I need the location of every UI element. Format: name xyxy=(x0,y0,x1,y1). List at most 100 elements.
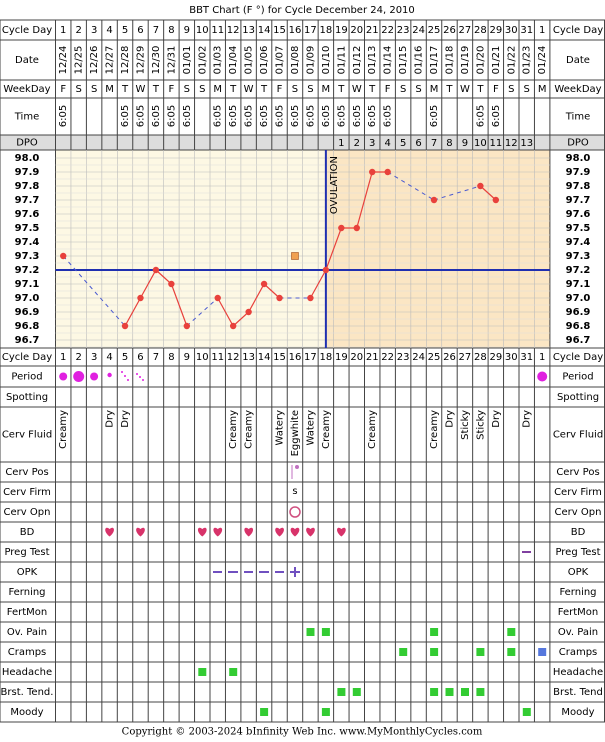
weekday: T xyxy=(152,84,160,95)
date: 01/16 xyxy=(414,46,425,75)
cerv-fluid: Dry xyxy=(444,410,455,428)
row-label: Time xyxy=(14,112,39,123)
row-label: Spotting xyxy=(6,392,48,403)
date: 12/29 xyxy=(135,46,146,75)
cycle-day: 2 xyxy=(75,352,81,363)
date: 01/05 xyxy=(244,46,255,75)
cycle-day: 23 xyxy=(397,352,410,363)
cycle-day: 30 xyxy=(505,352,518,363)
weekday: W xyxy=(244,84,254,95)
cycle-day: 23 xyxy=(397,25,410,36)
cycle-day: 31 xyxy=(520,25,533,36)
y-tick-label: 97.4 xyxy=(15,237,40,248)
date: 01/12 xyxy=(352,46,363,75)
row-label: DPO xyxy=(16,138,38,149)
cycle-day: 16 xyxy=(289,25,302,36)
temp-gap-line xyxy=(387,171,435,201)
row-label: Time xyxy=(565,112,590,123)
row-label: Cerv Firm xyxy=(554,487,602,498)
y-tick-label: 97.0 xyxy=(15,293,40,304)
temp-point xyxy=(322,266,330,274)
row-label: Cramps xyxy=(8,647,47,658)
date: 12/24 xyxy=(58,46,69,75)
dpo: 11 xyxy=(489,138,502,149)
time: 6:05 xyxy=(120,105,131,127)
temp-point xyxy=(260,280,268,288)
date: 01/03 xyxy=(213,46,224,75)
time: 6:05 xyxy=(213,105,224,127)
cerv-fluid: Sticky xyxy=(475,410,486,440)
y-tick-label: 97.0 xyxy=(566,293,591,304)
period-icon xyxy=(107,372,112,378)
row-label: Cycle Day xyxy=(2,352,52,363)
date: 01/02 xyxy=(197,46,208,75)
weekday: T xyxy=(476,84,484,95)
temp-gap-line xyxy=(433,185,481,201)
time: 6:05 xyxy=(275,105,286,127)
y-tick-label: 98.0 xyxy=(566,153,591,164)
cycle-day: 25 xyxy=(428,352,441,363)
cycle-day: 18 xyxy=(320,352,333,363)
y-tick-label: 96.7 xyxy=(566,335,591,346)
y-tick-label: 97.8 xyxy=(15,181,40,192)
cycle-day: 8 xyxy=(168,25,174,36)
date: 12/28 xyxy=(120,46,131,75)
cerv-fluid: Creamy xyxy=(367,410,378,449)
y-tick-label: 97.1 xyxy=(15,279,40,290)
cycle-day: 7 xyxy=(153,25,159,36)
row-label: Brst. Tend. xyxy=(1,687,54,698)
row-label: Cycle Day xyxy=(553,25,603,36)
date: 12/30 xyxy=(151,46,162,75)
time: 6:05 xyxy=(290,105,301,127)
temp-point xyxy=(214,294,221,302)
temp-point xyxy=(60,252,67,260)
row-label: Ov. Pain xyxy=(7,627,47,638)
time: 6:05 xyxy=(321,105,332,127)
period-icon xyxy=(59,372,68,381)
cycle-day: 11 xyxy=(211,352,224,363)
cerv-fluid: Watery xyxy=(275,410,286,446)
row-label: Headache xyxy=(553,667,603,678)
weekday: T xyxy=(229,84,237,95)
weekday: S xyxy=(415,84,421,95)
annotation: OVULATION xyxy=(329,156,340,214)
y-tick-label: 97.3 xyxy=(15,251,40,262)
weekday: F xyxy=(277,84,283,95)
weekday: T xyxy=(445,84,453,95)
temp-point xyxy=(276,294,283,302)
date: 01/01 xyxy=(182,46,193,75)
cycle-day: 20 xyxy=(350,25,363,36)
time: 6:05 xyxy=(135,105,146,127)
row-label: Cycle Day xyxy=(2,25,52,36)
date: 01/08 xyxy=(290,46,301,75)
cycle-day: 1 xyxy=(60,25,66,36)
row-label: Cerv Pos xyxy=(556,467,599,478)
discarded-temp xyxy=(291,252,299,260)
cycle-day: 14 xyxy=(258,352,271,363)
row-label: Cerv Firm xyxy=(3,487,51,498)
weekday: W xyxy=(352,84,362,95)
row-label: Preg Test xyxy=(555,547,600,558)
y-tick-label: 96.9 xyxy=(15,307,40,318)
dpo: 9 xyxy=(462,138,468,149)
temp-point xyxy=(477,182,484,190)
time: 6:05 xyxy=(182,105,193,127)
weekday: F xyxy=(493,84,499,95)
y-tick-label: 98.0 xyxy=(15,153,40,164)
row-label: FertMon xyxy=(7,607,47,618)
cycle-day: 24 xyxy=(412,352,425,363)
cycle-day: 22 xyxy=(381,25,394,36)
temp-point xyxy=(121,322,129,330)
time: 6:05 xyxy=(475,105,486,127)
date: 12/31 xyxy=(166,46,177,75)
cycle-day: 21 xyxy=(366,352,379,363)
cycle-day: 13 xyxy=(242,352,255,363)
weekday: T xyxy=(368,84,376,95)
cycle-day: 6 xyxy=(137,352,143,363)
weekday: S xyxy=(524,84,530,95)
weekday: S xyxy=(184,84,190,95)
time: 6:05 xyxy=(367,105,378,127)
cycle-day: 19 xyxy=(335,352,348,363)
row-label: Headache xyxy=(2,667,52,678)
time: 6:05 xyxy=(259,105,270,127)
